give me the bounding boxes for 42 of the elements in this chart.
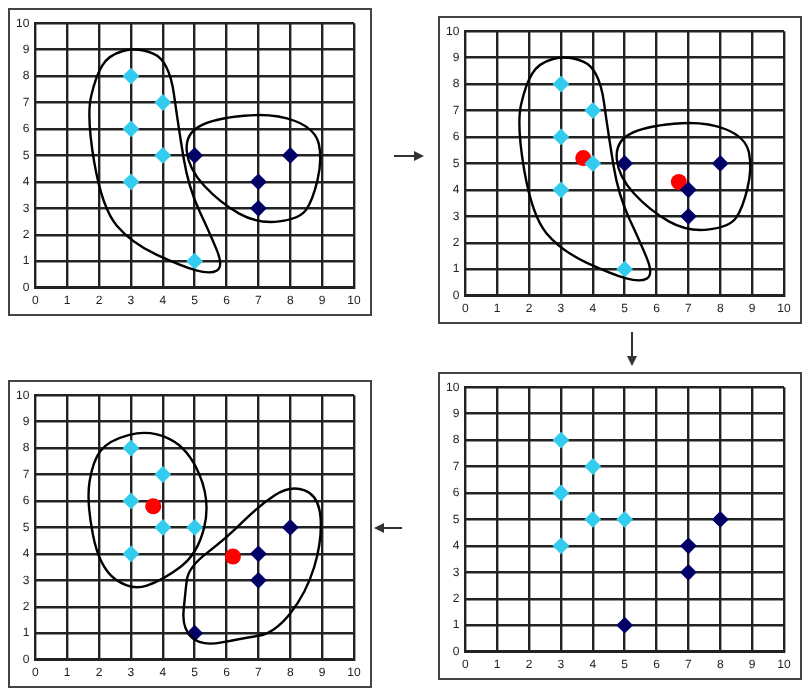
point: [154, 519, 172, 536]
point: [122, 492, 140, 510]
point: [552, 75, 570, 93]
point: [186, 147, 204, 164]
point: [186, 252, 204, 270]
point: [552, 484, 570, 502]
point: [552, 537, 570, 555]
point: [122, 67, 140, 85]
point: [250, 571, 267, 589]
point: [616, 260, 634, 278]
point: [281, 519, 299, 536]
point: [122, 439, 140, 457]
point: [186, 519, 204, 536]
point: [224, 548, 241, 565]
point: [680, 181, 697, 199]
point: [711, 155, 729, 172]
point: [145, 498, 162, 515]
point: [680, 207, 697, 225]
point: [616, 155, 634, 172]
point: [122, 173, 140, 191]
point: [122, 120, 140, 138]
point: [250, 199, 267, 217]
point: [584, 155, 602, 172]
point: [122, 545, 140, 563]
point: [552, 181, 570, 199]
point: [250, 173, 267, 191]
point: [616, 616, 634, 634]
point: [670, 173, 687, 190]
point: [154, 147, 172, 164]
point: [250, 545, 267, 563]
point: [552, 128, 570, 146]
point: [154, 94, 172, 111]
point: [584, 511, 602, 528]
point: [281, 147, 299, 164]
point: [154, 466, 172, 483]
point: [711, 511, 729, 528]
point: [616, 511, 634, 528]
point: [680, 537, 697, 555]
point: [584, 458, 602, 475]
point: [680, 563, 697, 581]
point: [552, 431, 570, 449]
point: [584, 102, 602, 119]
